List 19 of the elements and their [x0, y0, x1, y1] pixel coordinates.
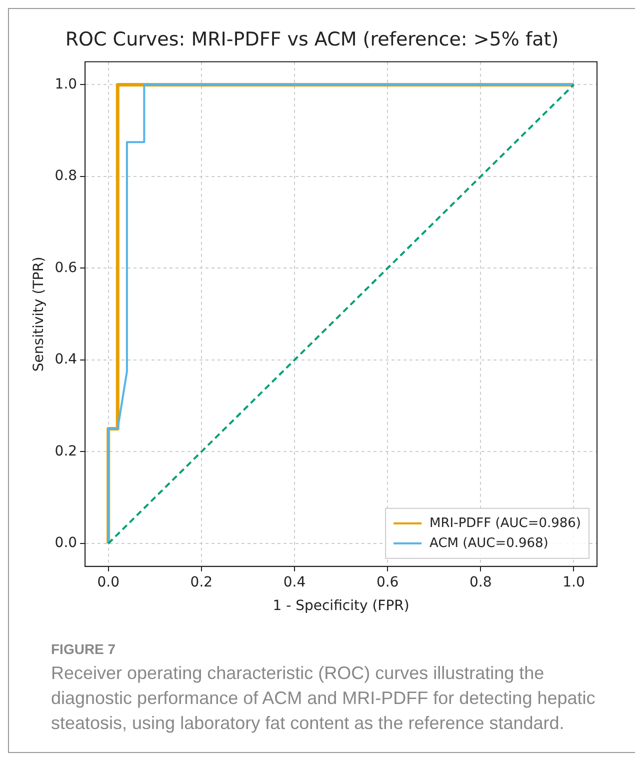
x-tick-label: 1.0 — [562, 574, 585, 590]
x-tick-label: 0.4 — [283, 574, 306, 590]
y-tick-label: 0.2 — [54, 443, 78, 460]
y-tick-label: 0.0 — [54, 535, 78, 552]
y-tick-label: 1.0 — [54, 76, 78, 92]
legend-label: MRI-PDFF (AUC=0.986) — [430, 516, 582, 531]
y-tick-label: 0.6 — [54, 260, 78, 276]
x-tick-label: 0.8 — [470, 574, 492, 590]
caption: FIGURE 7 — [51, 641, 117, 657]
x-tick-label: 0.0 — [97, 574, 120, 590]
x-tick-label: 0.6 — [376, 574, 399, 590]
y-axis-title: Sensitivity (TPR) — [31, 256, 48, 372]
x-tick-label: 0.2 — [190, 574, 213, 590]
y-tick-label: 0.8 — [54, 168, 78, 184]
text: Receiver operating characteristic (ROC) curves illustrating the diagnostic performance of ACM and MRI-PDFF for detecting hepatic steatosis, using laboratory fat content as the reference standard. — [51, 662, 596, 735]
legend-label: ACM (AUC=0.968) — [430, 536, 548, 551]
x-axis-title: 1 - Specificity (FPR) — [272, 598, 410, 614]
chart-title: ROC Curves: MRI-PDFF vs ACM (reference: >5% fat) — [65, 28, 559, 50]
y-tick-label: 0.4 — [54, 352, 78, 368]
